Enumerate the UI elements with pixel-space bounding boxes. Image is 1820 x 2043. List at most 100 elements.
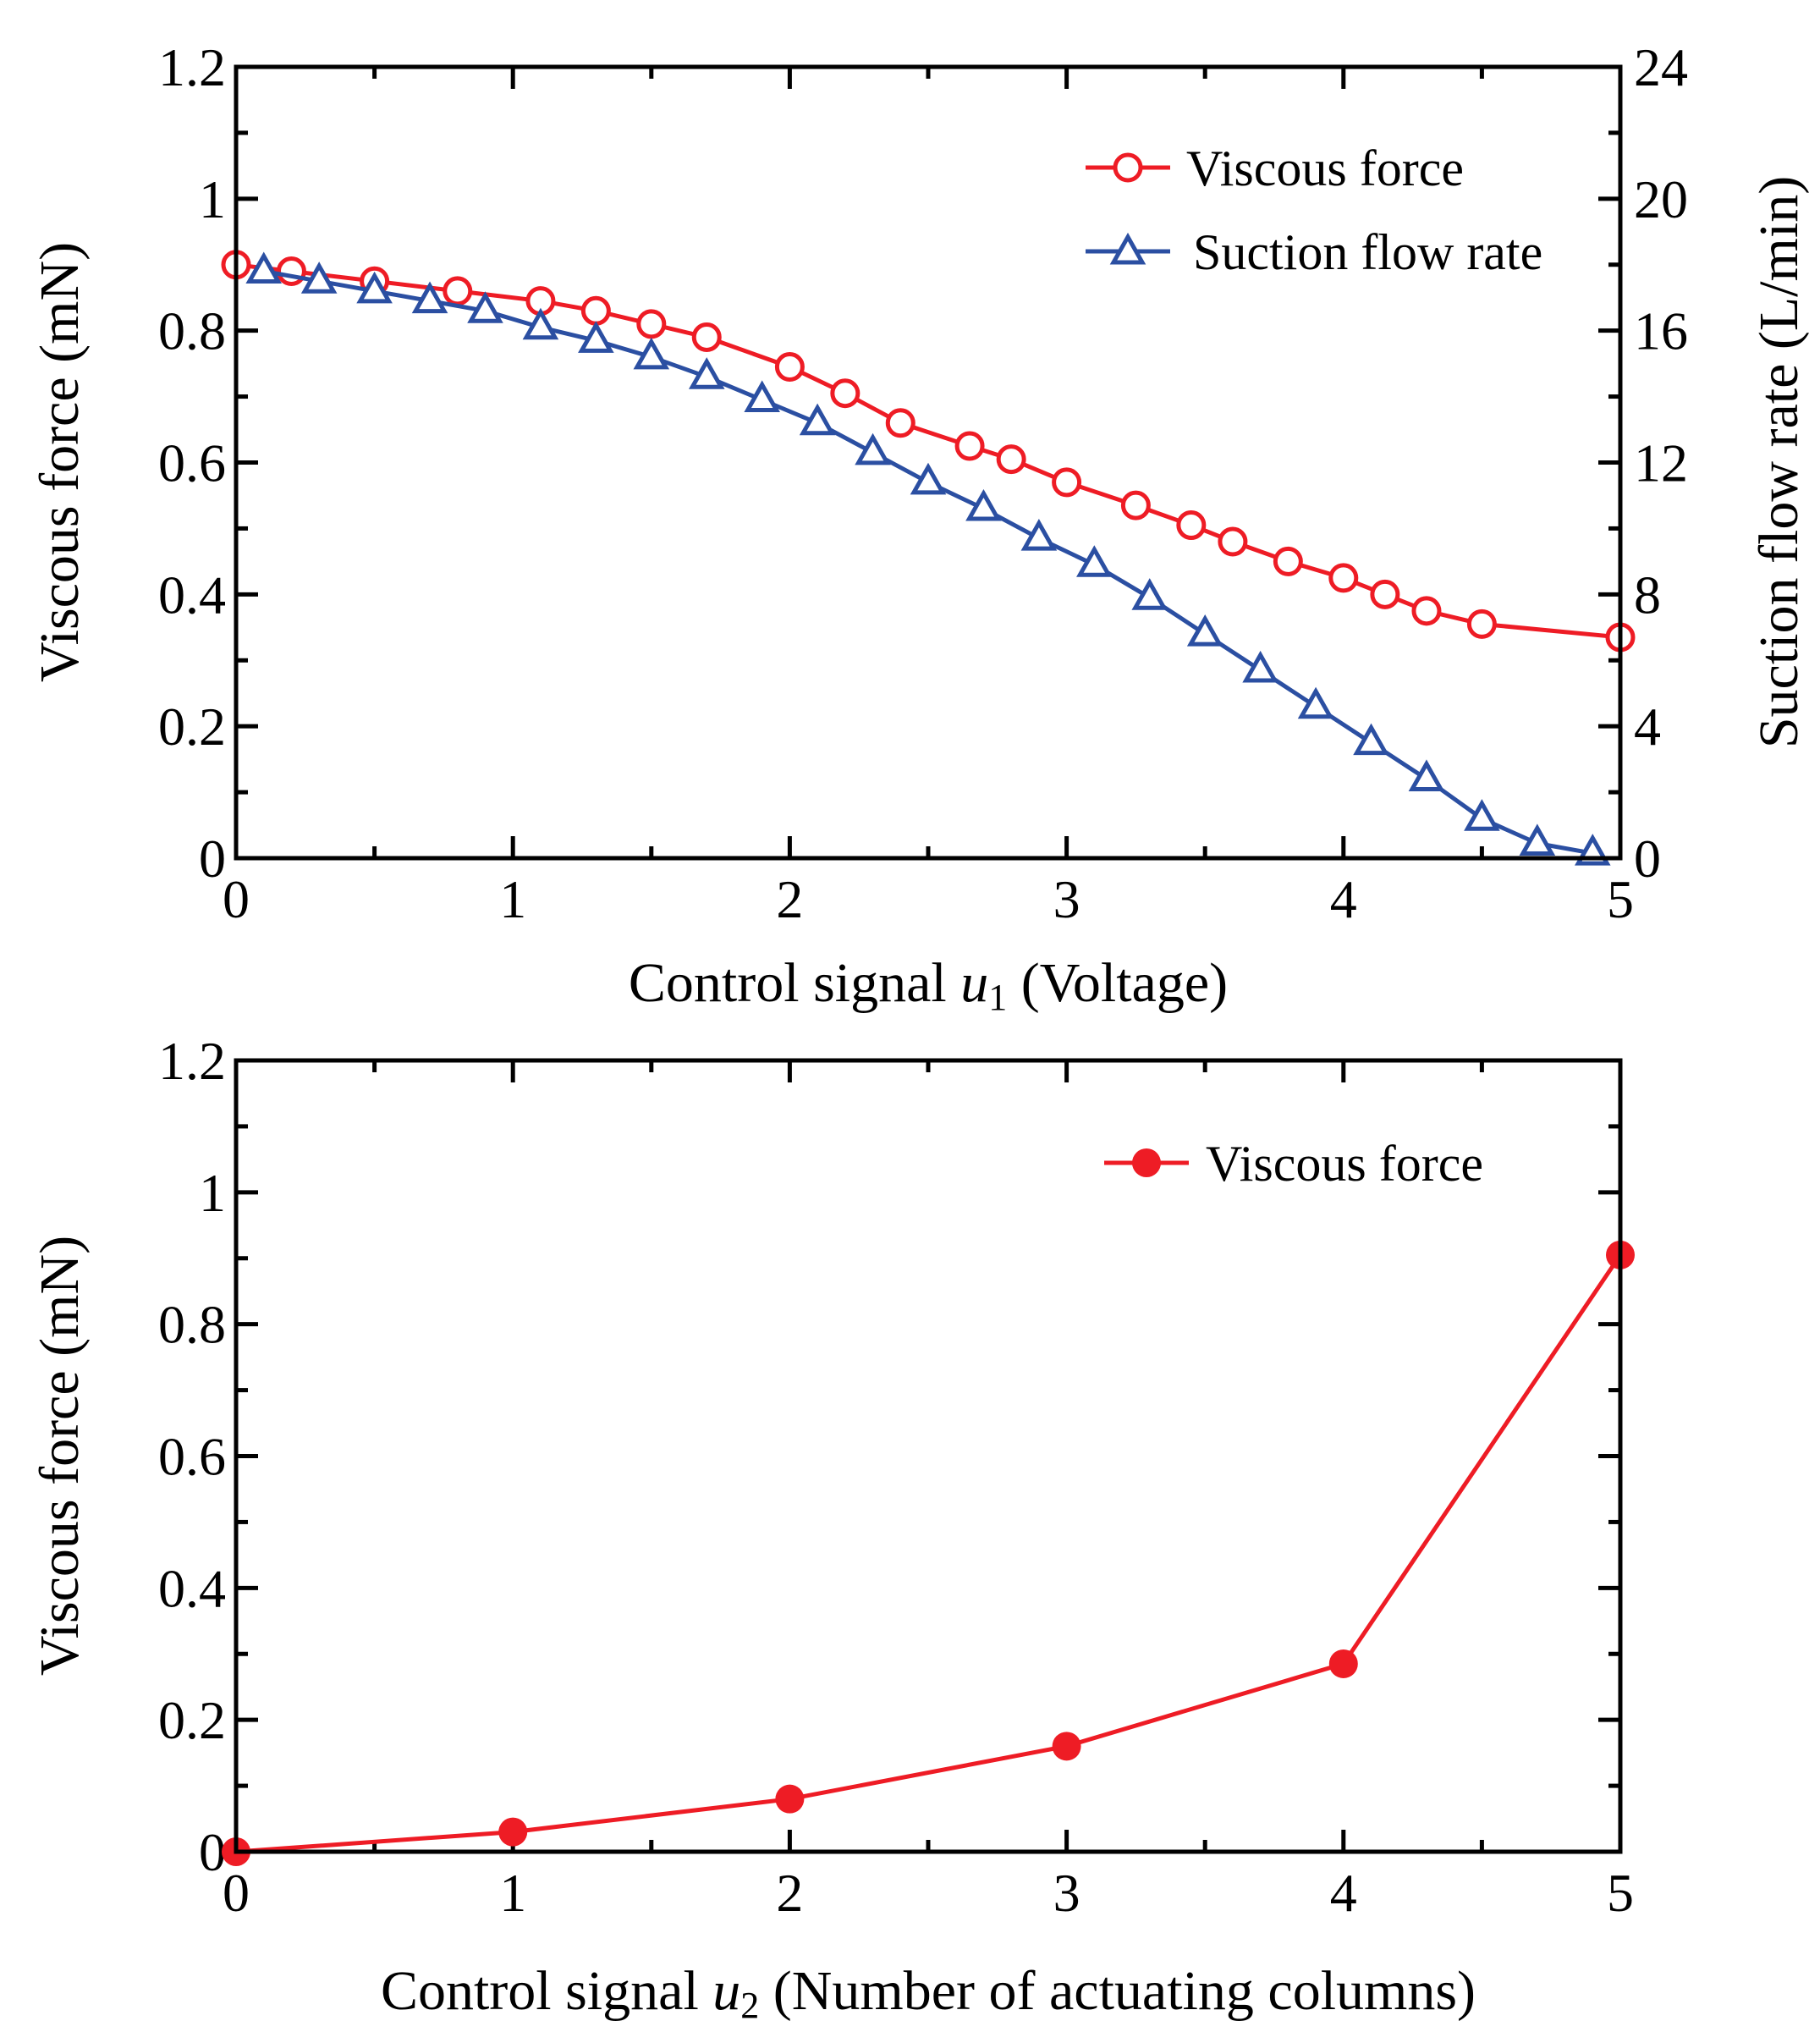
x-tick-label: 5 [1607,869,1634,929]
point-viscous-force [830,378,861,409]
point-suction-flow-rate [799,403,836,436]
x-tick-label: 1 [499,1863,526,1923]
y-tick-label: 0.8 [158,1295,226,1355]
x-tick-label: 5 [1607,1863,1634,1923]
y2-tick-label: 12 [1634,433,1688,493]
point-suction-flow-rate [1464,799,1500,831]
y2-tick-label: 0 [1634,829,1661,889]
point-suction-flow-rate [910,462,947,495]
y2-tick-label: 20 [1634,169,1688,229]
chart-bottom: 0 1 2 3 4 5 0 0.2 0.4 0.6 0.8 1 1.2 Viscous force (m… [29,1031,1635,2026]
point-suction-flow-rate [1297,686,1334,719]
point-viscous-force [636,309,667,339]
point-suction-flow-rate [1353,723,1389,756]
point-suction-flow-rate [855,432,891,465]
x-tick-label: 4 [1330,869,1357,929]
point-viscous-force [996,444,1026,475]
point-viscous-force [1370,579,1400,609]
x-label-bottom: Control signal u2 (Number of actuating c… [381,1960,1476,2026]
point-viscous-force [1176,510,1207,541]
x-tick-label: 2 [776,1863,803,1923]
point-suction-flow-rate [411,281,448,314]
y-label-right-top: Suction flow rate (L/min) [1748,176,1810,748]
series-line-viscous-force [235,1253,1623,1854]
point-viscous-force [276,256,306,287]
legend-bottom-viscous-force-label: Viscous force [1206,1136,1483,1192]
y-tick-label: 0 [199,829,226,889]
y-tick-label: 0.2 [158,1690,226,1750]
point-viscous-force [580,295,611,326]
point-suction-flow-rate [522,307,559,340]
x-label-top-prefix: Control signal [629,952,960,1014]
y2-tick-label: 8 [1634,564,1661,625]
point-suction-flow-rate [578,321,614,353]
point-viscous-force [691,322,722,352]
y-tick-label: 0.4 [158,1558,226,1618]
point-suction-flow-rate [1186,614,1223,647]
x-tick-label: 1 [499,869,526,929]
point-suction-flow-rate [965,488,1002,521]
point-viscous-force [1411,596,1442,626]
point-viscous-force [885,408,915,438]
legend-bottom: Viscous force [1104,1136,1483,1192]
y2-tick-label: 24 [1634,37,1688,97]
x-tick-label: 0 [223,869,250,929]
y-label-left-top: Viscous force (mN) [29,242,91,682]
point-suction-flow-rate [1519,823,1556,856]
point-viscous-force [1466,608,1497,639]
legend-top: Viscous force Suction flow rate [1086,140,1542,280]
point-viscous-force [443,276,473,306]
y-tick-label: 0.2 [158,697,226,757]
y2-tick-label: 16 [1634,301,1688,361]
x-tick-label: 4 [1330,1863,1357,1923]
point-suction-flow-rate [688,357,725,389]
point-suction-flow-rate [467,291,503,323]
y-tick-label: 0.8 [158,301,226,361]
point-suction-flow-rate [245,251,283,284]
x-label-top-subscript: 1 [988,977,1007,1018]
point-suction-flow-rate [356,271,393,304]
y-tick-label: 0.6 [158,1427,226,1487]
point-viscous-force [1273,546,1303,576]
point-viscous-force [1052,467,1082,498]
chart-bottom-ticks: 0 1 2 3 4 5 0 0.2 0.4 0.6 0.8 1 1.2 [158,1031,1634,1923]
y-tick-label: 1.2 [158,37,226,97]
x-label-top-suffix: (Voltage) [1007,952,1228,1014]
x-label-bottom-variable: u [712,1960,740,2022]
point-viscous-force [1328,563,1359,593]
point-viscous-force [1052,1732,1081,1761]
x-label-top-variable: u [960,952,988,1014]
point-viscous-force [1218,526,1248,557]
point-viscous-force [1120,490,1151,520]
x-tick-label: 2 [776,869,803,929]
point-suction-flow-rate [300,262,338,294]
y-tick-label: 0.4 [158,564,226,625]
point-suction-flow-rate [1076,545,1113,577]
y-tick-label: 1 [199,1163,226,1223]
point-suction-flow-rate [1131,578,1168,610]
y-tick-label: 0.6 [158,433,226,493]
x-label-bottom-subscript: 2 [740,1985,759,2026]
chart-top-frame [234,64,1623,861]
point-suction-flow-rate [633,337,670,370]
x-label-top: Control signal u1 (Voltage) [629,952,1228,1018]
x-label-bottom-suffix: (Number of actuating columns) [759,1960,1476,2022]
x-tick-label: 3 [1053,1863,1080,1923]
legend-viscous-force-marker [1113,152,1143,183]
point-suction-flow-rate [1408,759,1445,791]
point-viscous-force [774,352,805,383]
point-viscous-force [498,1817,528,1847]
point-viscous-force [775,1784,805,1814]
point-suction-flow-rate [1242,650,1278,683]
y-tick-label: 1 [199,169,226,229]
y2-tick-label: 4 [1634,697,1661,757]
legend-bottom-viscous-force-marker [1132,1148,1161,1177]
y-label-left-bottom: Viscous force (mN) [29,1236,91,1676]
point-suction-flow-rate [1020,519,1058,551]
x-tick-label: 3 [1053,869,1080,929]
point-suction-flow-rate [744,380,780,412]
x-tick-label: 0 [223,1863,250,1923]
point-viscous-force [1328,1649,1358,1678]
